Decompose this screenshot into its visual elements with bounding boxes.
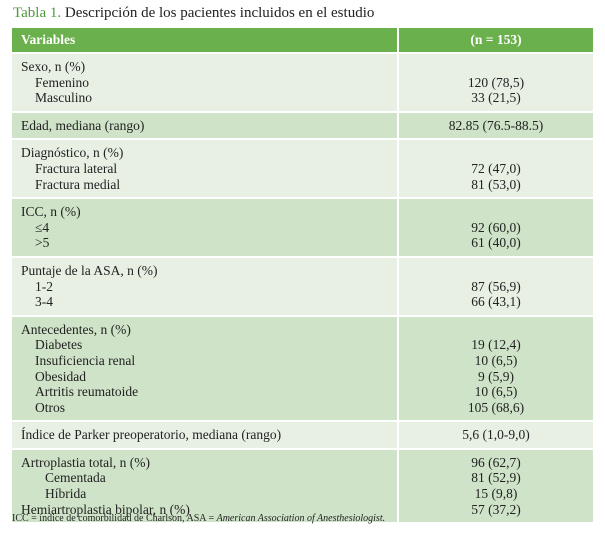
variable-value: 15 (9,8) bbox=[474, 486, 518, 502]
patients-table: Variables (n = 153) Sexo, n (%) Femenino M… bbox=[12, 28, 593, 523]
variable-value: 81 (52,9) bbox=[471, 470, 521, 486]
value-cell: 120 (78,5) 33 (21,5) bbox=[399, 59, 593, 106]
variable-value: 57 (37,2) bbox=[471, 501, 521, 517]
footnote: ICC = índice de comorbilidad de Charlson… bbox=[12, 513, 386, 524]
variable-label: ≤4 bbox=[35, 219, 50, 235]
variable-label: >5 bbox=[35, 235, 50, 251]
variable-label: Puntaje de la ASA, n (%) bbox=[21, 262, 158, 278]
value-cell: 92 (60,0) 61 (40,0) bbox=[399, 204, 593, 251]
table-row-group: Diagnóstico, n (%) Fractura lateral Fractu… bbox=[12, 140, 593, 198]
variable-value bbox=[399, 59, 593, 75]
variable-value: 66 (43,1) bbox=[471, 294, 521, 310]
header-n: (n = 153) bbox=[470, 32, 522, 47]
variable-cell: Edad, mediana (rango) bbox=[12, 112, 399, 139]
variable-value: 10 (6,5) bbox=[474, 352, 518, 368]
variable-label: Obesidad bbox=[35, 368, 86, 384]
table-row-group: Artroplastia total, n (%) Cementada Híbrid… bbox=[12, 449, 593, 523]
variable-value bbox=[399, 145, 593, 161]
variable-label: ICC, n (%) bbox=[21, 204, 81, 220]
variable-cell: Puntaje de la ASA, n (%) 1-2 3-4 bbox=[12, 257, 399, 315]
variable-cell: Antecedentes, n (%) Diabetes Insuficiencia… bbox=[12, 316, 399, 421]
variable-label: Insuficiencia renal bbox=[35, 352, 136, 368]
variable-label: Femenino bbox=[35, 74, 89, 90]
variable-label: Fractura lateral bbox=[35, 160, 118, 176]
table-row-group: Antecedentes, n (%) Diabetes Insuficiencia… bbox=[12, 316, 593, 421]
variable-value: 105 (68,6) bbox=[467, 399, 525, 415]
variable-value: 92 (60,0) bbox=[471, 219, 521, 235]
variable-label: Fractura medial bbox=[35, 176, 121, 192]
variable-cell: Sexo, n (%) Femenino Masculino bbox=[12, 54, 399, 111]
variable-value: 81 (53,0) bbox=[471, 176, 521, 192]
variable-value: 120 (78,5) bbox=[467, 74, 525, 90]
variable-value: 5,6 (1,0-9,0) bbox=[462, 427, 530, 443]
variable-value: 19 (12,4) bbox=[471, 337, 521, 353]
value-cell: 96 (62,7) 81 (52,9) 15 (9,8) 57 (37,2) bbox=[399, 455, 593, 517]
variable-value: 72 (47,0) bbox=[471, 160, 521, 176]
variable-cell: Diagnóstico, n (%) Fractura lateral Fractu… bbox=[12, 140, 399, 198]
variable-value: 10 (6,5) bbox=[474, 384, 518, 400]
variable-value: 87 (56,9) bbox=[471, 278, 521, 294]
variable-label: Diagnóstico, n (%) bbox=[21, 145, 124, 161]
header-variables: Variables bbox=[12, 28, 399, 52]
variable-label: Artroplastia total, n (%) bbox=[21, 454, 150, 470]
variable-label: Híbrida bbox=[45, 486, 87, 502]
variable-value bbox=[399, 322, 593, 338]
variable-label: Cementada bbox=[45, 470, 106, 486]
table-header: Variables (n = 153) bbox=[12, 28, 593, 52]
table-row-group: Edad, mediana (rango) 82.85 (76.5-88.5) bbox=[12, 112, 593, 139]
table-row-group: Índice de Parker preoperatorio, mediana … bbox=[12, 422, 593, 448]
table-row-group: ICC, n (%) ≤4 >5 92 (60,0) 61 (40,0) bbox=[12, 199, 593, 256]
variable-label: Hemiartroplastia bipolar, n (%) bbox=[21, 501, 190, 517]
variable-label: Otros bbox=[35, 399, 65, 415]
variable-label: Edad, mediana (rango) bbox=[21, 117, 145, 133]
variable-cell: Índice de Parker preoperatorio, mediana … bbox=[12, 422, 399, 448]
variable-label: Masculino bbox=[35, 90, 92, 106]
variable-cell: ICC, n (%) ≤4 >5 bbox=[12, 199, 399, 256]
variable-label: Diabetes bbox=[35, 337, 83, 353]
variable-label: Antecedentes, n (%) bbox=[21, 321, 131, 337]
variable-value bbox=[399, 204, 593, 220]
table-row-group: Puntaje de la ASA, n (%) 1-2 3-4 87 (56,9) 6… bbox=[12, 257, 593, 315]
variable-value: 9 (5,9) bbox=[478, 368, 514, 384]
variable-label: Índice de Parker preoperatorio, mediana … bbox=[21, 427, 282, 443]
variable-value: 61 (40,0) bbox=[471, 235, 521, 251]
table-row-group: Sexo, n (%) Femenino Masculino 120 (78,5) 33… bbox=[12, 54, 593, 111]
variable-label: 1-2 bbox=[35, 278, 53, 294]
variable-value: 96 (62,7) bbox=[471, 454, 521, 470]
variable-cell: Artroplastia total, n (%) Cementada Híbrid… bbox=[12, 449, 399, 523]
value-cell: 72 (47,0) 81 (53,0) bbox=[399, 145, 593, 192]
variable-value bbox=[399, 263, 593, 279]
value-cell: 87 (56,9) 66 (43,1) bbox=[399, 263, 593, 310]
value-cell: 82.85 (76.5-88.5) bbox=[399, 118, 593, 134]
table-title: Tabla 1. Descripción de los pacientes in… bbox=[13, 5, 375, 21]
variable-label: Sexo, n (%) bbox=[21, 59, 86, 74]
variable-label: Artritis reumatoide bbox=[35, 384, 139, 400]
variable-value: 82.85 (76.5-88.5) bbox=[448, 117, 544, 133]
variable-label: 3-4 bbox=[35, 294, 53, 310]
value-cell: 5,6 (1,0-9,0) bbox=[399, 427, 593, 443]
value-cell: 19 (12,4) 10 (6,5) 9 (5,9) 10 (6,5) 105 (68,… bbox=[399, 322, 593, 416]
variable-value: 33 (21,5) bbox=[471, 90, 521, 106]
